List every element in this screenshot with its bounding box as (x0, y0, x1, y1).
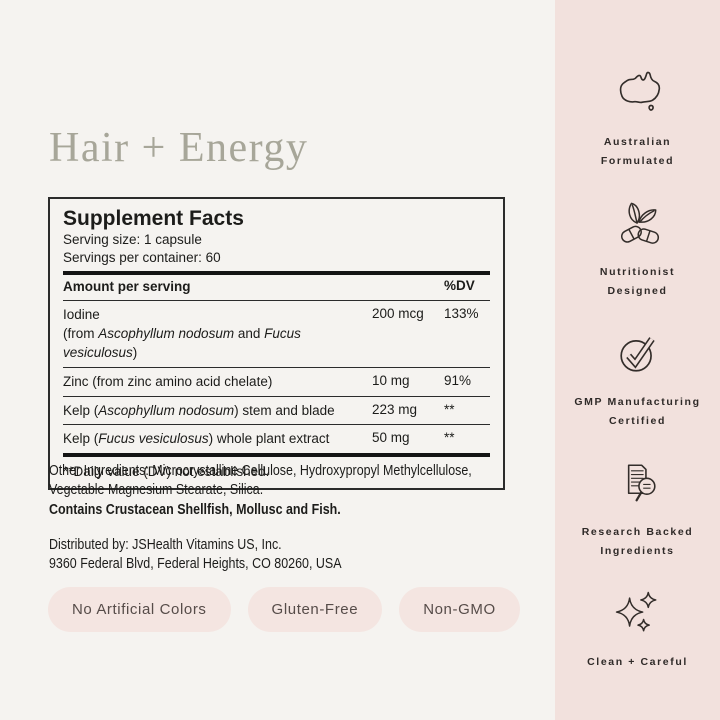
badge-gluten-free: Gluten-Free (247, 587, 383, 632)
table-row: Zinc (from zinc amino acid chelate) 10 m… (63, 366, 490, 396)
table-row: Kelp (Ascophyllum nodosum) stem and blad… (63, 395, 490, 425)
divider-thick (63, 271, 490, 276)
supplement-facts-heading: Supplement Facts (63, 207, 244, 230)
dv-value: ** (444, 430, 455, 446)
sidebar-item-nutritionist-designed: Nutritionist Designed (555, 192, 720, 301)
check-circle-icon (610, 322, 666, 384)
australia-map-icon (609, 62, 667, 124)
ingredient-name: Kelp (Fucus vesiculosus) whole plant ext… (63, 431, 330, 447)
dv-value: ** (444, 401, 455, 417)
badge-no-artificial-colors: No Artificial Colors (48, 587, 231, 632)
badge-non-gmo: Non-GMO (399, 587, 520, 632)
column-dv: %DV (444, 278, 475, 294)
column-amount-per-serving: Amount per serving (63, 279, 191, 295)
document-magnifier-icon (610, 452, 666, 514)
benefits-sidebar: Australian Formulated Nutritionist (555, 0, 720, 720)
leaf-capsules-icon (610, 192, 666, 254)
claim-badges: No Artificial Colors Gluten-Free Non-GMO (48, 587, 520, 632)
amount-value: 200 mcg (372, 305, 424, 321)
sidebar-item-australian-formulated: Australian Formulated (555, 62, 720, 171)
ingredient-name: Zinc (from zinc amino acid chelate) (63, 373, 273, 389)
servings-per-container: Servings per container: 60 (63, 249, 221, 265)
sidebar-item-gmp-certified: GMP Manufacturing Certified (555, 322, 720, 431)
allergen-statement: Contains Crustacean Shellfish, Mollusc a… (49, 501, 341, 518)
amount-value: 223 mg (372, 401, 418, 417)
dv-value: 91% (444, 372, 472, 388)
sparkles-icon (610, 582, 666, 644)
sidebar-item-clean-careful: Clean + Careful (555, 582, 720, 672)
ingredient-source: (from Ascophyllum nodosum and Fucus vesi… (63, 325, 301, 360)
amount-value: 10 mg (372, 372, 410, 388)
divider-thick (63, 453, 490, 458)
distributor-text: Distributed by: JSHealth Vitamins US, In… (49, 537, 342, 573)
sidebar-item-research-backed: Research Backed Ingredients (555, 452, 720, 561)
dv-footnote: **Daily value (DV) not established. (63, 464, 270, 480)
page-title: Hair + Energy (49, 125, 309, 171)
table-row: Iodine (from Ascophyllum nodosum and Fuc… (63, 299, 490, 367)
facts-column-header: Amount per serving %DV (63, 275, 490, 300)
amount-value: 50 mg (372, 430, 410, 446)
dv-value: 133% (444, 305, 479, 321)
other-ingredients-text: Other Ingredients: Microcrystalline Cell… (49, 463, 472, 518)
ingredient-name: Iodine (63, 306, 100, 322)
table-row: Kelp (Fucus vesiculosus) whole plant ext… (63, 424, 490, 453)
ingredient-name: Kelp (Ascophyllum nodosum) stem and blad… (63, 402, 335, 418)
serving-size: Serving size: 1 capsule (63, 232, 202, 247)
supplement-facts-panel: Supplement Facts Serving size: 1 capsule… (48, 197, 505, 491)
